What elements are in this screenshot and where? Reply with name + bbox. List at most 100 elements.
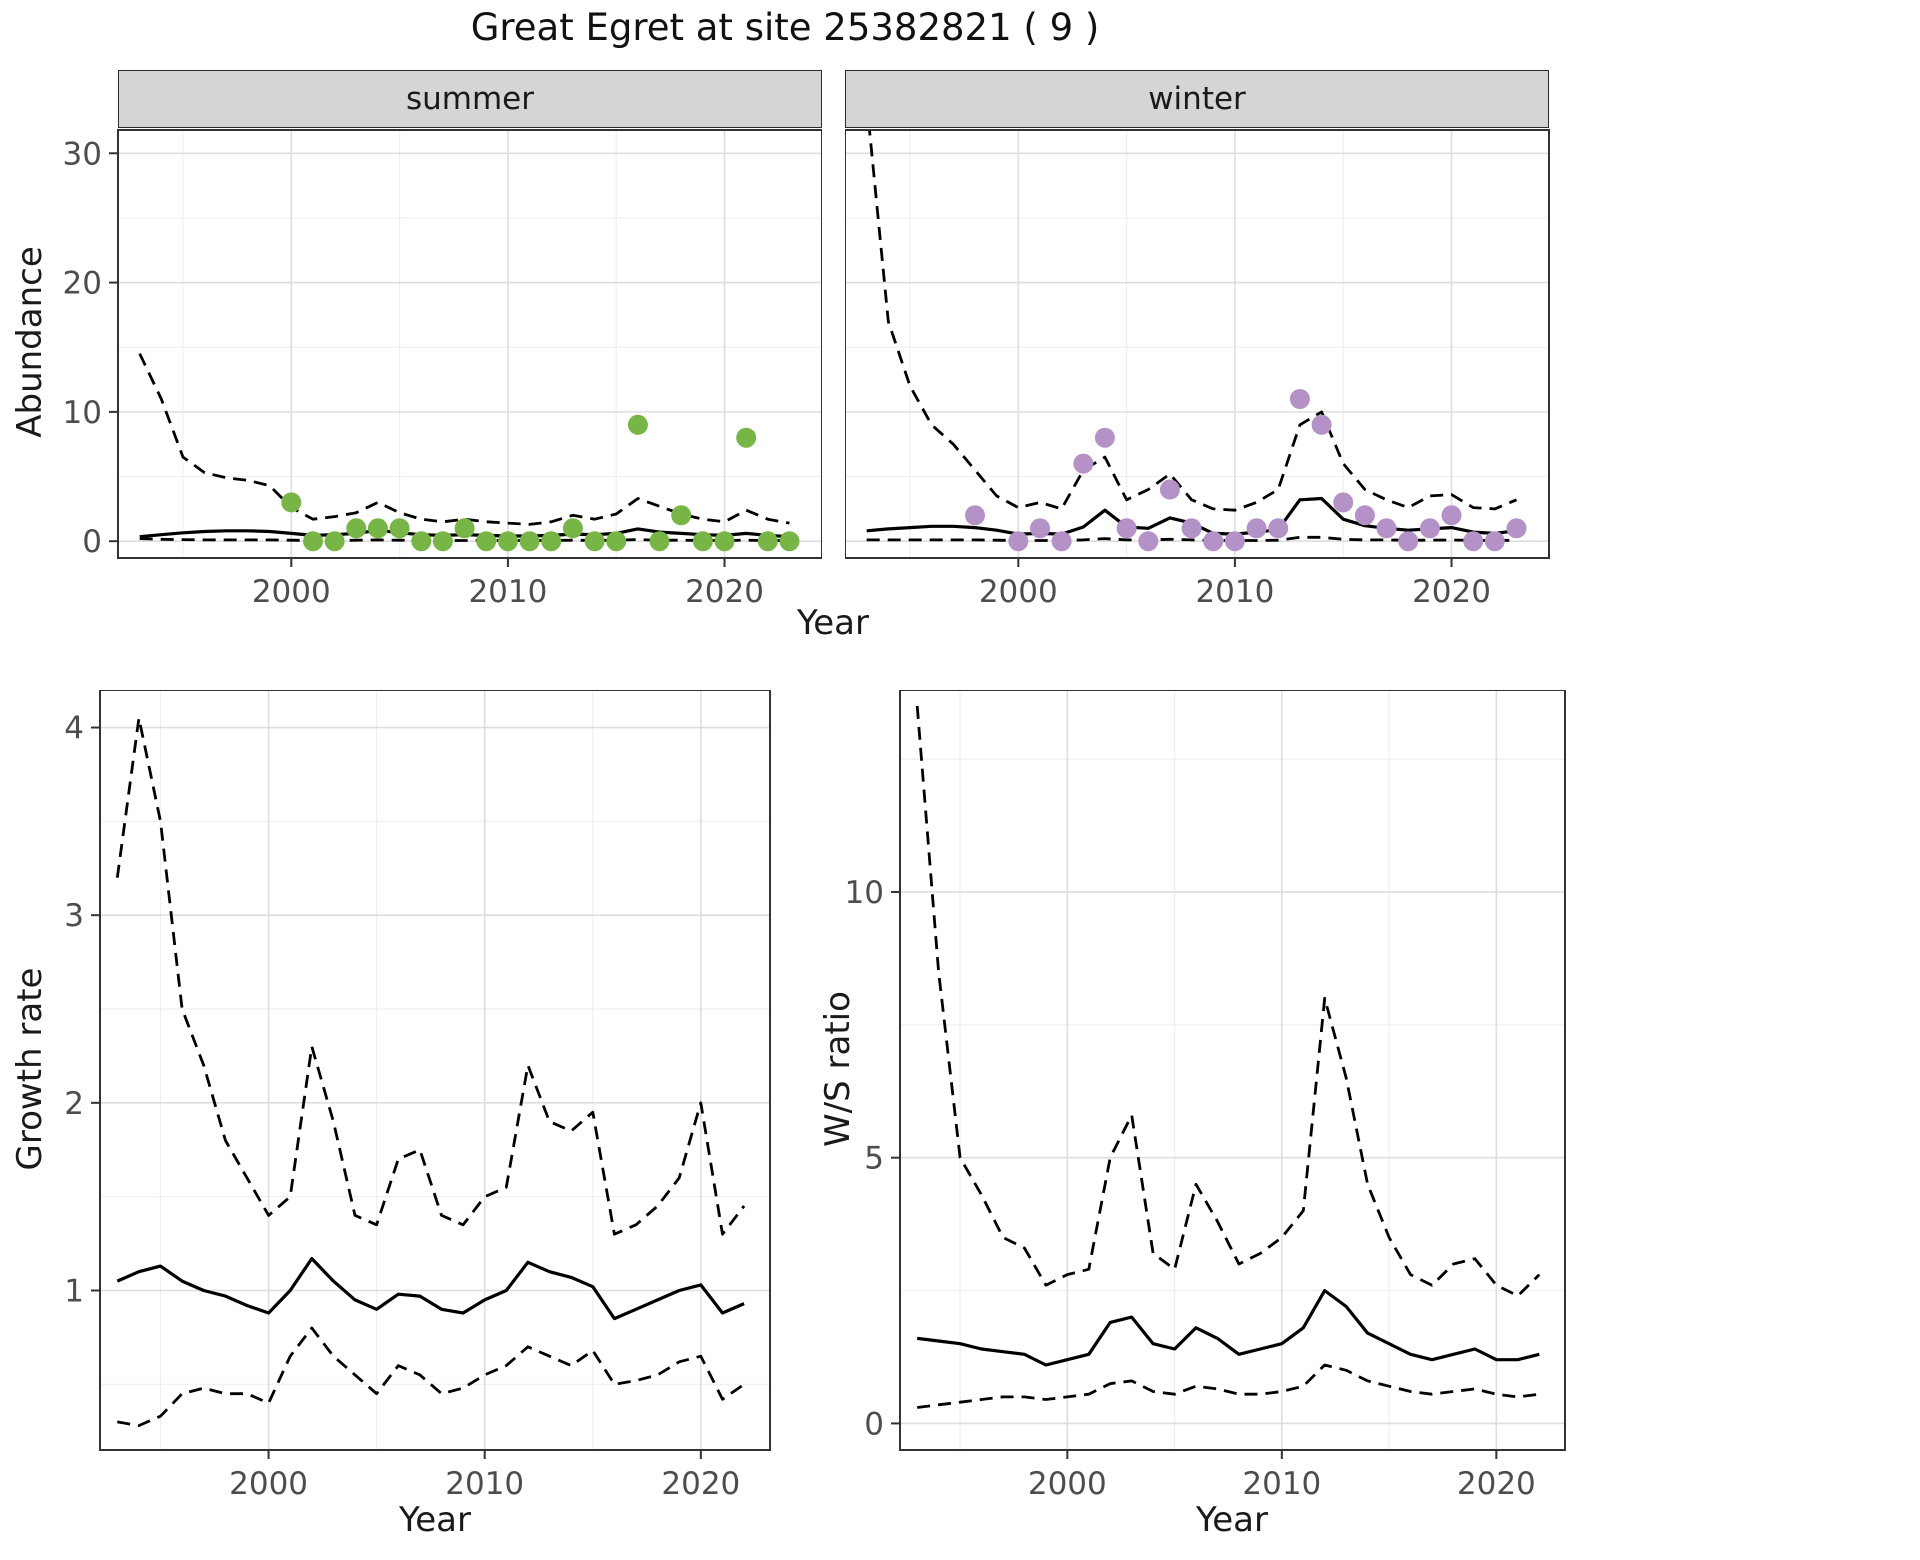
x-axis-label-growth: Year	[399, 1500, 471, 1540]
abundance-summer-observed-counts-point	[303, 531, 323, 552]
abundance-summer-observed-counts-point	[497, 531, 518, 552]
y-tick-label: 20	[63, 266, 102, 302]
abundance-winter-observed-counts-point	[965, 505, 985, 526]
abundance-summer-observed-counts-point	[454, 518, 475, 539]
abundance-summer-observed-counts-point	[627, 414, 648, 435]
x-tick-label: 2010	[1242, 1466, 1321, 1502]
abundance-summer-observed-counts-point	[519, 531, 540, 552]
abundance-winter-observed-counts-point	[1224, 531, 1245, 552]
abundance-summer-observed-counts-point	[281, 492, 302, 513]
abundance-winter-observed-counts-point	[1138, 531, 1159, 552]
y-tick-label: 10	[63, 395, 102, 431]
panel-border	[117, 129, 822, 559]
abundance-winter-observed-counts-point	[1506, 518, 1527, 539]
facet-strip-winter-label: winter	[1148, 81, 1246, 117]
abundance-winter-observed-counts-point	[1441, 505, 1462, 526]
abundance-winter-panel-bg	[845, 130, 1549, 558]
x-tick-label: 2020	[1457, 1466, 1536, 1502]
x-tick-label: 2010	[468, 574, 547, 610]
facet-strip-summer: summer	[118, 70, 822, 128]
y-tick-label: 0	[82, 524, 102, 560]
abundance-winter-upper-ci-line	[868, 130, 1518, 512]
abundance-summer-observed-counts-point	[736, 427, 757, 448]
abundance-summer-observed-counts-point	[476, 531, 497, 552]
x-axis-label-ratio: Year	[1196, 1500, 1268, 1540]
abundance-summer-observed-counts-point	[389, 518, 410, 539]
abundance-winter-observed-counts-point	[1463, 531, 1484, 552]
ws-ratio-lower-ci-line	[917, 1363, 1540, 1409]
abundance-winter-observed-counts-point	[1116, 518, 1137, 539]
abundance-summer-observed-counts-point	[324, 531, 345, 552]
ws-ratio-panel-bg	[900, 690, 1565, 1450]
abundance-winter-lower-ci-line	[866, 535, 1517, 542]
abundance-winter-observed-counts-point	[1311, 414, 1332, 435]
ws-ratio-fitted-median-line	[917, 1289, 1540, 1367]
abundance-summer-observed-counts-point	[367, 518, 388, 539]
abundance-summer-observed-counts-point	[649, 531, 670, 552]
y-tick-label: 30	[63, 136, 102, 172]
x-tick-label: 2000	[979, 574, 1058, 610]
abundance-winter-observed-counts-point	[1159, 479, 1180, 500]
abundance-summer-observed-counts-point	[757, 531, 778, 552]
abundance-summer-lower-ci-line	[139, 537, 790, 542]
abundance-summer-observed-counts-point	[541, 531, 562, 552]
winter-abundance-chart: 2000 2010 2020	[845, 129, 1550, 610]
summer-abundance-chart: 2000 2010 2020 0 10 20 30	[63, 129, 822, 610]
panel-border	[99, 690, 771, 1451]
y-tick-label: 0	[864, 1406, 884, 1442]
y-tick-label: 3	[64, 898, 84, 934]
panel-border	[845, 129, 1550, 559]
growth-rate-upper-ci-line	[115, 716, 746, 1236]
page-title: Great Egret at site 25382821 ( 9 )	[470, 6, 1100, 49]
abundance-winter-observed-counts-point	[1051, 531, 1072, 552]
abundance-summer-observed-counts-point	[779, 531, 800, 552]
abundance-summer-observed-counts-point	[432, 531, 453, 552]
panel-border	[899, 690, 1566, 1451]
abundance-summer-observed-counts-point	[671, 505, 692, 526]
abundance-winter-observed-counts-point	[1203, 531, 1224, 552]
facet-strip-winter: winter	[845, 70, 1549, 128]
ws-ratio-upper-ci-line	[915, 705, 1541, 1298]
growth-rate-lower-ci-line	[117, 1326, 745, 1427]
growth-rate-chart: 2000 2010 2020 1 2 3 4	[64, 690, 771, 1502]
abundance-winter-observed-counts-point	[1398, 531, 1419, 552]
abundance-summer-observed-counts-point	[606, 531, 627, 552]
abundance-summer-observed-counts-point	[562, 518, 583, 539]
abundance-winter-observed-counts-point	[1289, 389, 1310, 409]
x-tick-label: 2010	[1195, 574, 1274, 610]
growth-rate-panel-bg	[100, 690, 770, 1450]
abundance-summer-observed-counts-point	[692, 531, 713, 552]
abundance-winter-observed-counts-point	[1008, 531, 1029, 552]
abundance-winter-observed-counts-point	[1419, 518, 1440, 539]
abundance-winter-observed-counts-point	[1094, 427, 1115, 448]
y-tick-label: 10	[845, 875, 884, 911]
x-tick-label: 2020	[1412, 574, 1491, 610]
abundance-summer-observed-counts-point	[346, 518, 367, 539]
abundance-winter-observed-counts-point	[1181, 518, 1202, 539]
ws-ratio-chart: 2000 2010 2020 0 5 10	[845, 690, 1566, 1502]
x-tick-label: 2010	[445, 1466, 524, 1502]
abundance-winter-observed-counts-point	[1073, 453, 1094, 474]
x-tick-label: 2000	[252, 574, 331, 610]
x-axis-label-top: Year	[797, 603, 869, 643]
y-tick-label: 2	[64, 1086, 84, 1122]
abundance-summer-observed-counts-point	[411, 531, 432, 552]
y-tick-label: 1	[64, 1273, 84, 1309]
facet-strip-summer-label: summer	[405, 81, 534, 117]
abundance-winter-observed-counts-point	[1333, 492, 1354, 513]
x-tick-label: 2020	[685, 574, 764, 610]
abundance-summer-observed-counts-point	[584, 531, 605, 552]
x-tick-label: 2020	[661, 1466, 740, 1502]
abundance-summer-panel-bg	[118, 130, 822, 558]
abundance-winter-observed-counts-point	[1376, 518, 1397, 539]
x-tick-label: 2000	[229, 1466, 308, 1502]
y-tick-label: 5	[864, 1141, 884, 1177]
y-tick-label: 4	[64, 711, 84, 747]
abundance-winter-observed-counts-point	[1484, 531, 1505, 552]
abundance-winter-observed-counts-point	[1268, 518, 1289, 539]
abundance-winter-observed-counts-point	[1354, 505, 1375, 526]
abundance-winter-observed-counts-point	[1246, 518, 1267, 539]
x-tick-label: 2000	[1028, 1466, 1107, 1502]
growth-rate-fitted-median-line	[116, 1257, 745, 1321]
abundance-winter-observed-counts-point	[1030, 518, 1050, 539]
